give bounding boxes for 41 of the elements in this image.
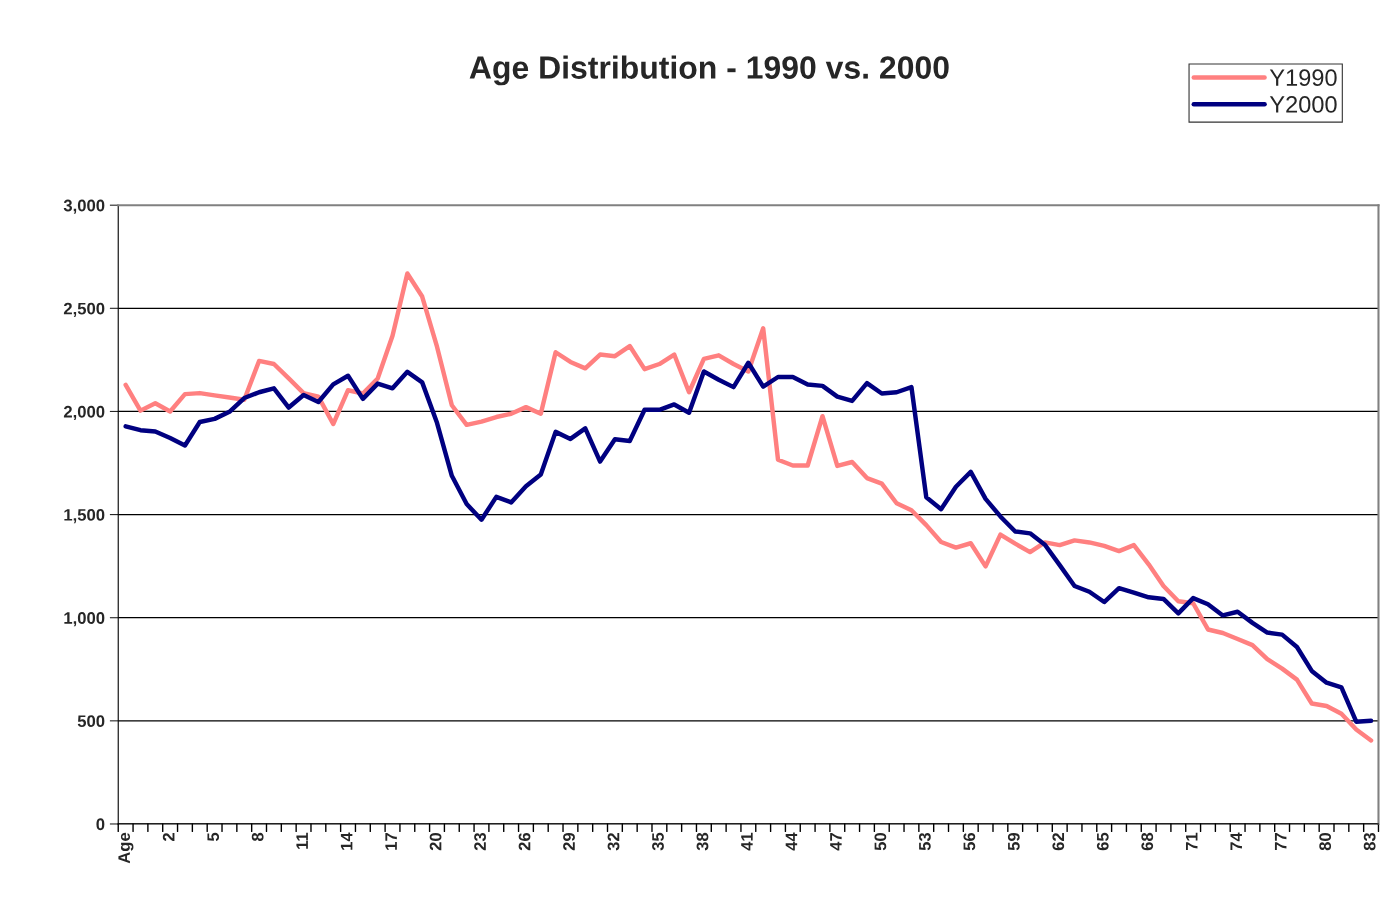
x-tick-label: 65 [1096,832,1109,851]
chart-title: Age Distribution - 1990 vs. 2000 [469,55,949,86]
x-tick-label: 44 [785,832,798,851]
x-tick-label: 41 [741,832,753,851]
x-tick-label: Age [118,832,134,864]
x-tick-label: 59 [1007,832,1020,851]
y-tick-label: 1,500 [64,508,105,524]
y-tick-label: 500 [77,715,105,728]
x-tick-label: 11 [296,832,308,849]
legend-label: Y2000 [1269,96,1337,113]
y-tick-label: 0 [96,818,105,831]
x-tick-label: 32 [607,832,620,851]
x-tick-label: 53 [918,832,931,851]
x-tick-label: 50 [874,832,887,851]
y-tick-label: 2,500 [63,302,105,317]
x-tick-label: 68 [1141,832,1154,851]
x-tick-label: 74 [1230,832,1242,851]
x-tick-label: 29 [563,832,575,851]
x-tick-label: 14 [340,832,353,850]
x-tick-label: 26 [518,832,531,851]
x-tick-label: 23 [474,832,486,851]
x-tick-label: 38 [696,832,709,851]
y-tick-label: 2,000 [63,405,105,421]
legend-label: Y1990 [1269,69,1337,87]
x-tick-label: 56 [963,832,976,851]
x-tick-label: 35 [652,832,664,851]
x-tick-label: 17 [385,833,397,850]
x-tick-label: 5 [207,832,220,842]
x-tick-label: 8 [251,832,264,842]
x-tick-label: 83 [1363,832,1376,851]
x-tick-label: 47 [830,833,842,851]
line-series [123,271,1374,743]
x-tick-label: 71 [1185,832,1198,851]
x-tick-label: 77 [1274,833,1287,851]
x-tick-label: 20 [429,832,442,851]
line-series [123,360,1374,724]
y-tick-label: 3,000 [63,199,105,214]
y-tick-label: 1,000 [64,612,105,627]
x-tick-label: 62 [1052,832,1065,851]
x-tick-label: 2 [162,832,175,841]
x-tick-label: 80 [1319,832,1332,851]
